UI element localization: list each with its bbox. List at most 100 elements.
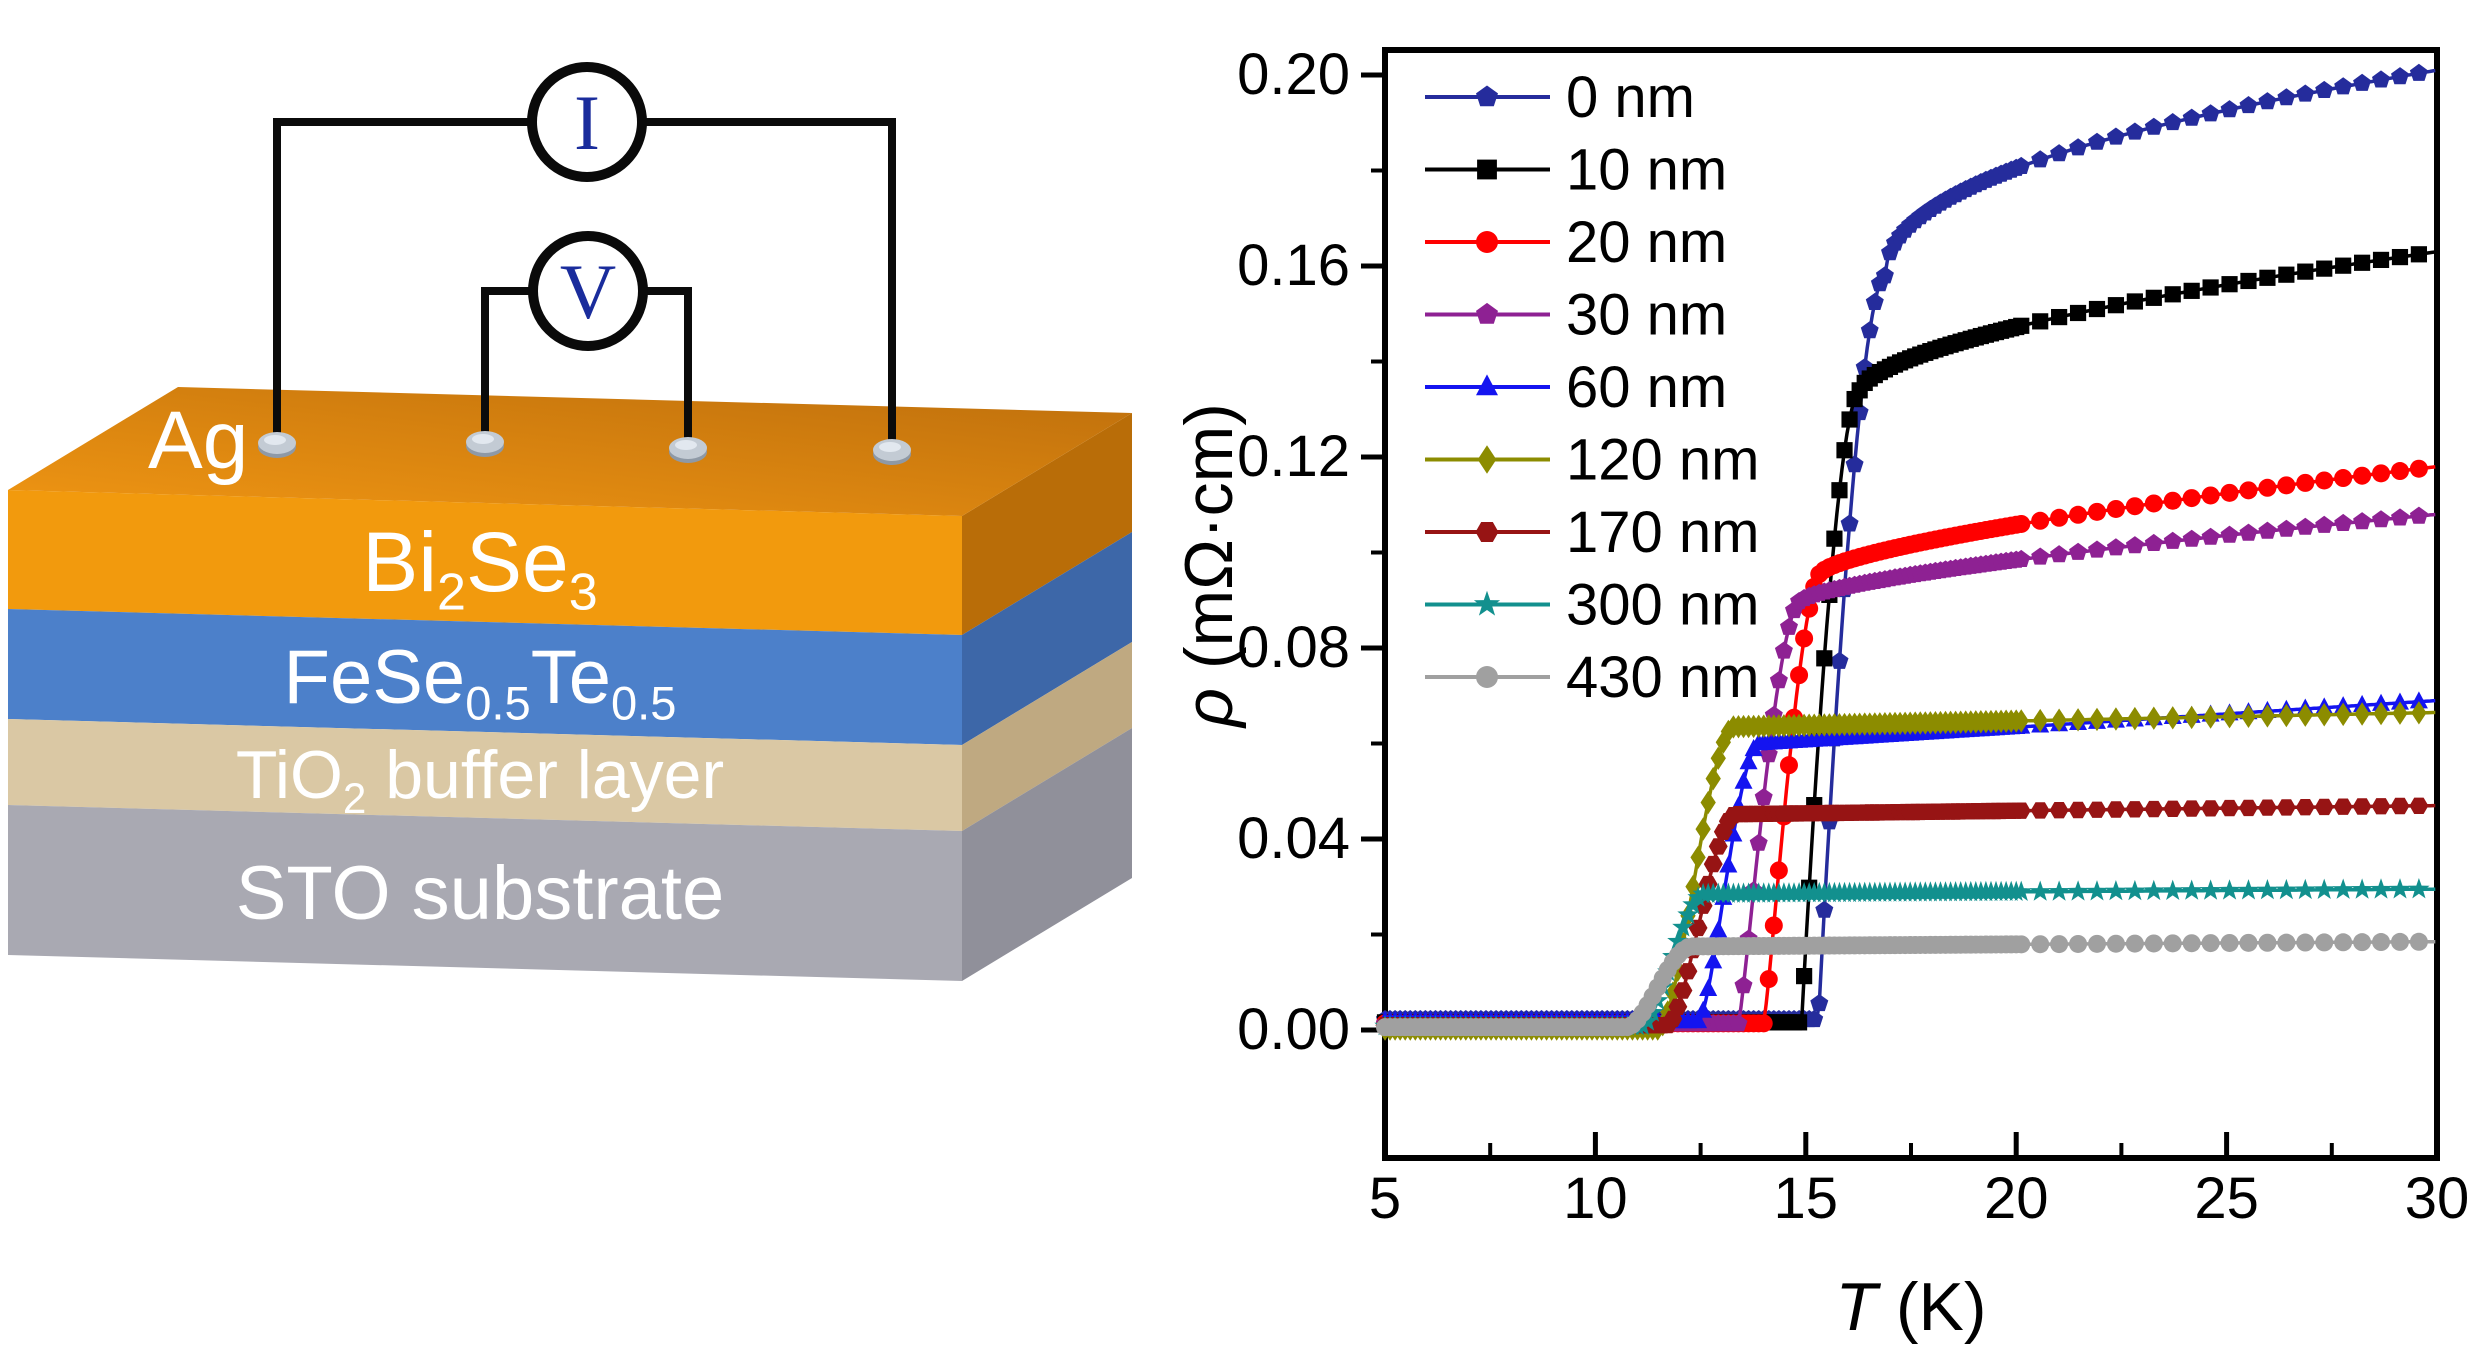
voltage-wire-right bbox=[643, 287, 692, 448]
series-line-300nm bbox=[1385, 887, 2436, 1028]
data-point-430nm bbox=[2125, 934, 2144, 953]
data-point-120nm bbox=[1690, 845, 1706, 870]
x-tick-label: 10 bbox=[1563, 1166, 1628, 1231]
x-axis-symbol: T bbox=[1835, 1269, 1881, 1345]
legend-item-20nm: 20 nm bbox=[1425, 210, 1727, 275]
layer-label-segment: buffer layer bbox=[366, 737, 724, 813]
legend-item-120nm: 120 nm bbox=[1425, 428, 1759, 493]
data-point-300nm bbox=[2218, 879, 2241, 900]
data-point-20nm bbox=[1779, 756, 1798, 775]
data-point-300nm bbox=[2143, 879, 2165, 901]
layer-front-fese bbox=[8, 609, 962, 745]
data-point-170nm bbox=[2201, 800, 2221, 817]
data-point-60nm bbox=[2409, 691, 2428, 709]
data-point-20nm bbox=[2087, 502, 2106, 521]
data-point-300nm bbox=[1677, 903, 1699, 925]
data-point-10nm bbox=[1816, 650, 1833, 667]
legend: 0 nm 10 nm 20 nm 30 nm 60 nm 120 nm 170 nm 300 … bbox=[1425, 65, 1759, 710]
data-point-30nm bbox=[2391, 508, 2409, 526]
legend-marker-circle bbox=[1476, 231, 1498, 253]
legend-marker-triangle bbox=[1476, 374, 1498, 396]
legend-marker-square bbox=[1477, 159, 1497, 180]
data-point-30nm bbox=[2334, 513, 2353, 531]
legend-item-60nm: 60 nm bbox=[1425, 355, 1727, 420]
data-point-170nm bbox=[2163, 800, 2183, 817]
data-point-30nm bbox=[2277, 519, 2296, 537]
data-point-20nm bbox=[2239, 481, 2258, 500]
data-point-430nm bbox=[2163, 934, 2182, 953]
legend-item-430nm: 430 nm bbox=[1425, 645, 1759, 710]
data-point-0nm bbox=[2372, 70, 2390, 88]
data-point-430nm bbox=[2220, 933, 2239, 952]
data-point-120nm bbox=[2127, 706, 2143, 731]
legend-label: 10 nm bbox=[1566, 138, 1727, 203]
contact-pad-highlight bbox=[879, 442, 901, 452]
legend-marker-hexagon bbox=[1475, 522, 1499, 542]
data-point-10nm bbox=[2145, 289, 2162, 306]
data-point-170nm bbox=[1688, 919, 1708, 937]
x-tick-label: 30 bbox=[2405, 1166, 2470, 1231]
data-point-20nm bbox=[1754, 1014, 1773, 1033]
data-point-0nm bbox=[2144, 117, 2163, 135]
data-point-10nm bbox=[2202, 279, 2219, 296]
data-point-10nm bbox=[2221, 276, 2238, 293]
data-point-30nm bbox=[2409, 506, 2428, 524]
data-point-60nm bbox=[2390, 692, 2409, 710]
data-point-10nm bbox=[2278, 266, 2295, 283]
data-point-300nm bbox=[2408, 878, 2430, 899]
data-point-10nm bbox=[2353, 254, 2371, 271]
layer-label-segment: Bi bbox=[362, 515, 437, 609]
series-10nm bbox=[1376, 246, 2436, 1031]
data-point-430nm bbox=[2012, 935, 2031, 954]
data-point-60nm bbox=[1739, 752, 1758, 770]
series-line-170nm bbox=[1385, 803, 2436, 1027]
data-point-0nm bbox=[1815, 900, 1834, 918]
data-point-300nm bbox=[2237, 879, 2260, 900]
data-point-300nm bbox=[2370, 878, 2392, 899]
data-point-170nm bbox=[2087, 801, 2107, 818]
data-point-300nm bbox=[2086, 880, 2108, 901]
data-point-10nm bbox=[2240, 272, 2257, 290]
data-point-10nm bbox=[2391, 248, 2409, 266]
data-point-10nm bbox=[2183, 282, 2200, 299]
x-tick-label: 25 bbox=[2194, 1166, 2259, 1231]
data-point-430nm bbox=[2372, 933, 2391, 952]
layer-label-segment: 0.5 bbox=[611, 677, 677, 730]
layer-label-segment: 3 bbox=[569, 564, 598, 622]
data-point-30nm bbox=[2315, 515, 2334, 533]
data-point-120nm bbox=[2354, 702, 2370, 726]
data-point-430nm bbox=[2315, 933, 2334, 952]
data-point-10nm bbox=[1826, 530, 1843, 547]
data-point-20nm bbox=[2372, 464, 2391, 483]
data-point-0nm bbox=[2391, 67, 2409, 85]
data-point-10nm bbox=[1790, 1014, 1808, 1031]
layer-side-bi2se3 bbox=[962, 413, 1132, 635]
data-point-20nm bbox=[2353, 466, 2372, 485]
data-point-30nm bbox=[2106, 538, 2125, 556]
y-axis-symbol: ρ bbox=[1171, 688, 1247, 729]
layer-front-bi2se3 bbox=[8, 490, 962, 635]
data-point-120nm bbox=[2165, 706, 2181, 730]
layer-front-sto bbox=[8, 805, 962, 981]
data-point-0nm bbox=[2182, 108, 2201, 126]
data-point-170nm bbox=[2068, 801, 2088, 819]
data-point-10nm bbox=[2410, 246, 2428, 263]
data-point-0nm bbox=[2220, 100, 2239, 118]
data-point-10nm bbox=[2164, 286, 2181, 303]
data-point-170nm bbox=[2182, 800, 2202, 817]
legend-label: 60 nm bbox=[1566, 355, 1727, 420]
data-point-10nm bbox=[2013, 317, 2030, 334]
data-point-0nm bbox=[2239, 96, 2258, 114]
current-wire-left bbox=[273, 118, 532, 443]
data-point-430nm bbox=[2050, 935, 2069, 954]
data-point-120nm bbox=[1710, 746, 1726, 770]
y-axis-title: ρ (mΩ·cm) bbox=[1171, 403, 1247, 729]
data-point-430nm bbox=[2144, 934, 2163, 953]
data-point-430nm bbox=[2390, 932, 2409, 951]
data-point-30nm bbox=[2220, 525, 2239, 543]
legend-marker-star bbox=[1473, 590, 1501, 616]
data-point-120nm bbox=[2335, 702, 2351, 727]
layer-side-sto bbox=[962, 728, 1132, 981]
voltage-wire-left bbox=[481, 287, 533, 442]
data-point-430nm bbox=[2069, 934, 2088, 953]
